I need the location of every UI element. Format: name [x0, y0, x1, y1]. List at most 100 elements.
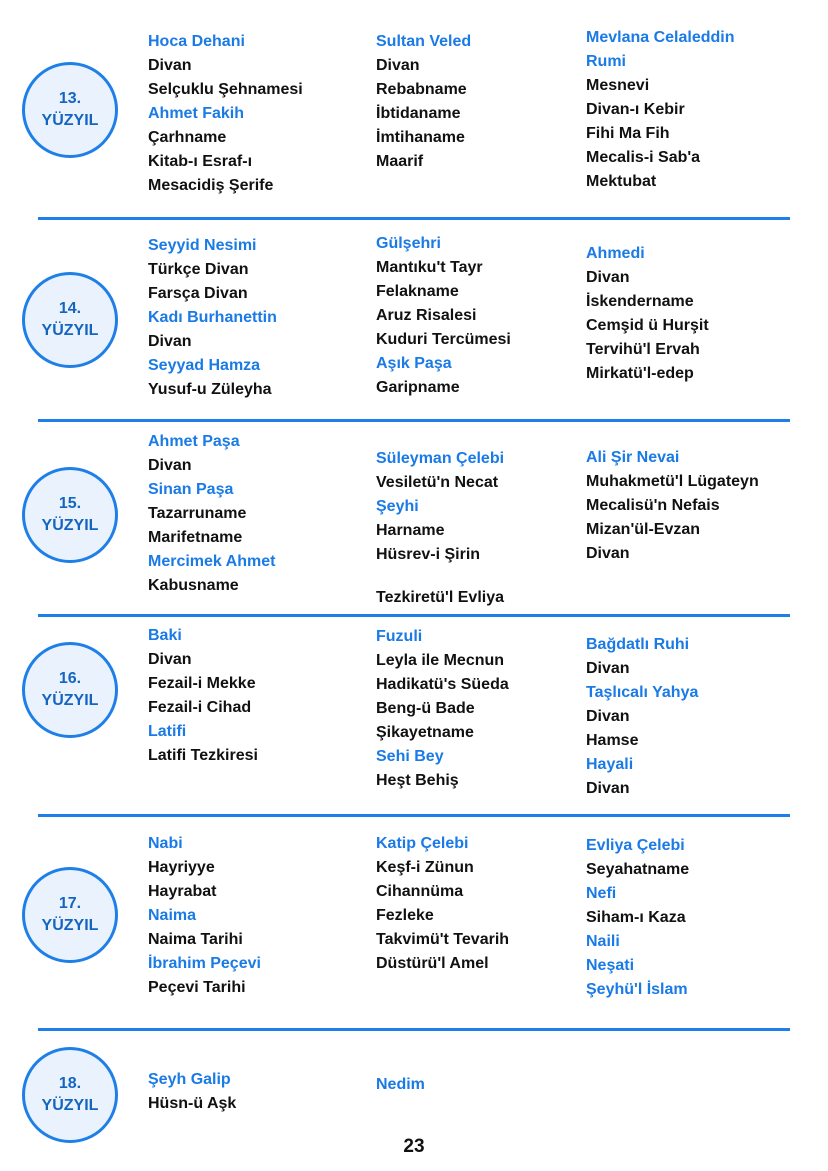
work-title: Naima Tarihi: [148, 931, 243, 948]
author-column: Nabi Hayriyye Hayrabat Naima Naima Tarihi İbr…: [148, 832, 261, 1000]
work-title: Hamse: [586, 732, 639, 749]
century-badge: 17. YÜZYIL: [22, 867, 118, 963]
work-title: Fezleke: [376, 907, 434, 924]
century-label: YÜZYIL: [41, 692, 99, 709]
century-label: YÜZYIL: [41, 917, 99, 934]
author-column: Seyyid Nesimi Türkçe Divan Farsça Divan Kad…: [148, 234, 277, 402]
work-title: Fezail-i Mekke: [148, 675, 256, 692]
work-title: Düstürü'l Amel: [376, 955, 489, 972]
author-column: Ahmedi Divan İskendername Cemşid ü Hurşit Te…: [586, 242, 709, 386]
work-title: Divan: [586, 269, 630, 286]
section-divider: [38, 814, 790, 817]
work-title: Garipname: [376, 379, 460, 396]
author-column: Gülşehri Mantıku't Tayr Felakname Aruz Risa…: [376, 232, 511, 400]
work-title: Çarhname: [148, 129, 227, 146]
author-column: Ali Şir Nevai Muhakmetü'l Lügateyn Mecalis…: [586, 446, 759, 566]
author-name: Ali Şir Nevai: [586, 449, 680, 466]
work-title: Mesnevi: [586, 77, 650, 94]
work-title: Tezkiretü'l Evliya: [376, 589, 505, 606]
author-name: Ahmet Fakih: [148, 105, 245, 122]
work-title: Seyahatname: [586, 861, 690, 878]
century-label: YÜZYIL: [41, 1097, 99, 1114]
work-title: Heşt Behiş: [376, 772, 459, 789]
section-divider: [38, 419, 790, 422]
century-label: YÜZYIL: [41, 322, 99, 339]
author-name: Latifi: [148, 723, 187, 740]
work-title: Fezail-i Cihad: [148, 699, 252, 716]
section-divider: [38, 217, 790, 220]
author-column: Baki Divan Fezail-i Mekke Fezail-i Cihad Lat…: [148, 624, 258, 768]
work-title: Fihi Ma Fih: [586, 125, 670, 142]
work-title: Rebabname: [376, 81, 467, 98]
author-name: Şeyh Galip: [148, 1071, 231, 1088]
author-name: Naili: [586, 933, 620, 950]
century-badge: 15. YÜZYIL: [22, 467, 118, 563]
author-name: Süleyman Çelebi: [376, 450, 505, 467]
author-column: Evliya Çelebi Seyahatname Nefi Siham-ı Kaza…: [586, 834, 689, 1002]
author-name: Ahmedi: [586, 245, 645, 262]
work-title: Hayrabat: [148, 883, 217, 900]
author-name: Gülşehri: [376, 235, 441, 252]
century-badge: 13. YÜZYIL: [22, 62, 118, 158]
author-name: Nedim: [376, 1076, 425, 1093]
work-title: Divan: [148, 457, 192, 474]
author-column: Süleyman Çelebi Vesiletü'n Necat Şeyhi Harn…: [376, 447, 504, 610]
century-num: 18.: [58, 1075, 82, 1092]
author-column: Mevlana Celaleddin Rumi Mesnevi Divan-ı Ke…: [586, 26, 761, 194]
work-title: Tazarruname: [148, 505, 247, 522]
work-title: Leyla ile Mecnun: [376, 652, 505, 669]
author-name: Hayali: [586, 756, 634, 773]
author-name: Hoca Dehani: [148, 33, 245, 50]
author-column: Nedim: [376, 1073, 425, 1097]
author-name: Fuzuli: [376, 628, 423, 645]
century-num: 13.: [58, 90, 82, 107]
work-title: Latifi Tezkiresi: [148, 747, 258, 764]
work-title: Divan: [148, 651, 192, 668]
author-name: Seyyad Hamza: [148, 357, 261, 374]
work-title: Mantıku't Tayr: [376, 259, 483, 276]
author-name: Aşık Paşa: [376, 355, 452, 372]
author-name: Kadı Burhanettin: [148, 309, 277, 326]
work-title: Takvimü't Tevarih: [376, 931, 510, 948]
work-title: Hüsn-ü Aşk: [148, 1095, 237, 1112]
work-title: Siham-ı Kaza: [586, 909, 686, 926]
work-title: Divan: [376, 57, 420, 74]
author-name: Nabi: [148, 835, 183, 852]
work-title: Türkçe Divan: [148, 261, 249, 278]
work-title: Mesacidiş Şerife: [148, 177, 274, 194]
author-column: Hoca Dehani Divan Selçuklu Şehnamesi Ahmet …: [148, 30, 303, 198]
author-name: Bağdatlı Ruhi: [586, 636, 690, 653]
author-column: Katip Çelebi Keşf-i Zünun Cihannüma Fezleke…: [376, 832, 509, 976]
work-title: Divan-ı Kebir: [586, 101, 685, 118]
author-name: Ahmet Paşa: [148, 433, 240, 450]
work-title: Aruz Risalesi: [376, 307, 477, 324]
author-name: Sultan Veled: [376, 33, 472, 50]
century-num: 15.: [58, 495, 82, 512]
work-title: Kuduri Tercümesi: [376, 331, 511, 348]
author-column: Sultan Veled Divan Rebabname İbtidaname İmti…: [376, 30, 471, 174]
work-title: Maarif: [376, 153, 424, 170]
work-title: Peçevi Tarihi: [148, 979, 246, 996]
section-divider: [38, 1028, 790, 1031]
work-title: İmtihaname: [376, 129, 465, 146]
work-title: Mecalis-i Sab'a: [586, 149, 701, 166]
author-name: Evliya Çelebi: [586, 837, 685, 854]
work-title: Cemşid ü Hurşit: [586, 317, 709, 334]
author-name: Katip Çelebi: [376, 835, 469, 852]
author-name: Sinan Paşa: [148, 481, 234, 498]
work-title: Divan: [148, 333, 192, 350]
work-title: Divan: [586, 780, 630, 797]
author-name: Şeyhi: [376, 498, 419, 515]
work-title: Divan: [586, 545, 630, 562]
author-name: Şeyhü'l İslam: [586, 981, 688, 998]
work-title: Divan: [586, 660, 630, 677]
author-name: Taşlıcalı Yahya: [586, 684, 699, 701]
work-title: Şikayetname: [376, 724, 474, 741]
work-title: Hayriyye: [148, 859, 215, 876]
author-name: Sehi Bey: [376, 748, 444, 765]
author-name: İbrahim Peçevi: [148, 955, 261, 972]
author-name: Mercimek Ahmet: [148, 553, 276, 570]
century-label: YÜZYIL: [41, 112, 99, 129]
spacer: [376, 567, 504, 586]
century-label: YÜZYIL: [41, 517, 99, 534]
